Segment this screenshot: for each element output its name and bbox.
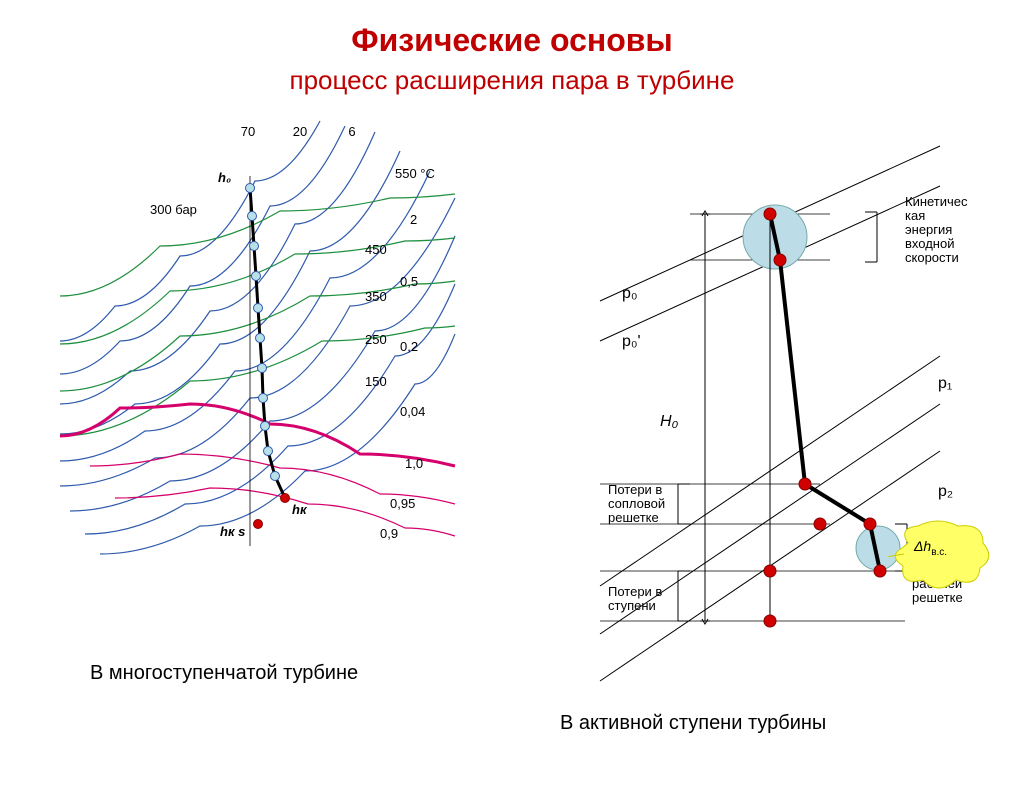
svg-text:p₁: p₁: [938, 375, 952, 392]
page-title: Физические основы: [0, 22, 1024, 59]
svg-text:150: 150: [365, 374, 387, 389]
svg-text:2: 2: [410, 212, 417, 227]
svg-text:hк s: hк s: [220, 524, 245, 539]
svg-text:H₀: H₀: [660, 413, 679, 430]
diagram-area: 300 бар 70 20 6 550 °C 2 0,5 0,2 0,04 450 350 250 15…: [0, 106, 1024, 666]
svg-text:0,5: 0,5: [400, 274, 418, 289]
svg-text:p₀': p₀': [622, 333, 641, 350]
page-subtitle: процесс расширения пара в турбине: [0, 65, 1024, 96]
svg-text:0,9: 0,9: [380, 526, 398, 541]
svg-text:300 бар: 300 бар: [150, 202, 197, 217]
svg-text:hк: hк: [292, 502, 308, 517]
svg-text:70: 70: [241, 124, 255, 139]
caption-left: В многоступенчатой турбине: [90, 662, 358, 685]
svg-text:20: 20: [293, 124, 307, 139]
svg-text:p₂: p₂: [938, 483, 953, 500]
caption-right: В активной ступени турбины: [560, 712, 826, 735]
svg-text:6: 6: [348, 124, 355, 139]
svg-text:Потери всопловойрешетке: Потери всопловойрешетке: [608, 482, 665, 525]
svg-text:0,95: 0,95: [390, 496, 415, 511]
svg-text:Кинетическаяэнергиявходнойскор: Кинетическаяэнергиявходнойскорости: [905, 194, 968, 265]
svg-text:1,0: 1,0: [405, 456, 423, 471]
svg-text:h₀: h₀: [218, 170, 231, 185]
hs-diagram: 300 бар 70 20 6 550 °C 2 0,5 0,2 0,04 450 350 250 15…: [60, 116, 490, 586]
svg-text:550 °C: 550 °C: [395, 166, 435, 181]
svg-text:450: 450: [365, 242, 387, 257]
svg-text:0,2: 0,2: [400, 339, 418, 354]
svg-text:p₀: p₀: [622, 285, 638, 302]
svg-text:350: 350: [365, 289, 387, 304]
stage-diagram: p₀ p₀' p₁ p₂ H₀ Кинетическаяэнергиявходнойско…: [560, 126, 1000, 686]
svg-text:0,04: 0,04: [400, 404, 425, 419]
callout-label: Δhв.с.: [914, 538, 947, 558]
svg-text:250: 250: [365, 332, 387, 347]
svg-text:Потери вступени: Потери вступени: [608, 584, 662, 613]
callout-bubble: [888, 518, 998, 598]
